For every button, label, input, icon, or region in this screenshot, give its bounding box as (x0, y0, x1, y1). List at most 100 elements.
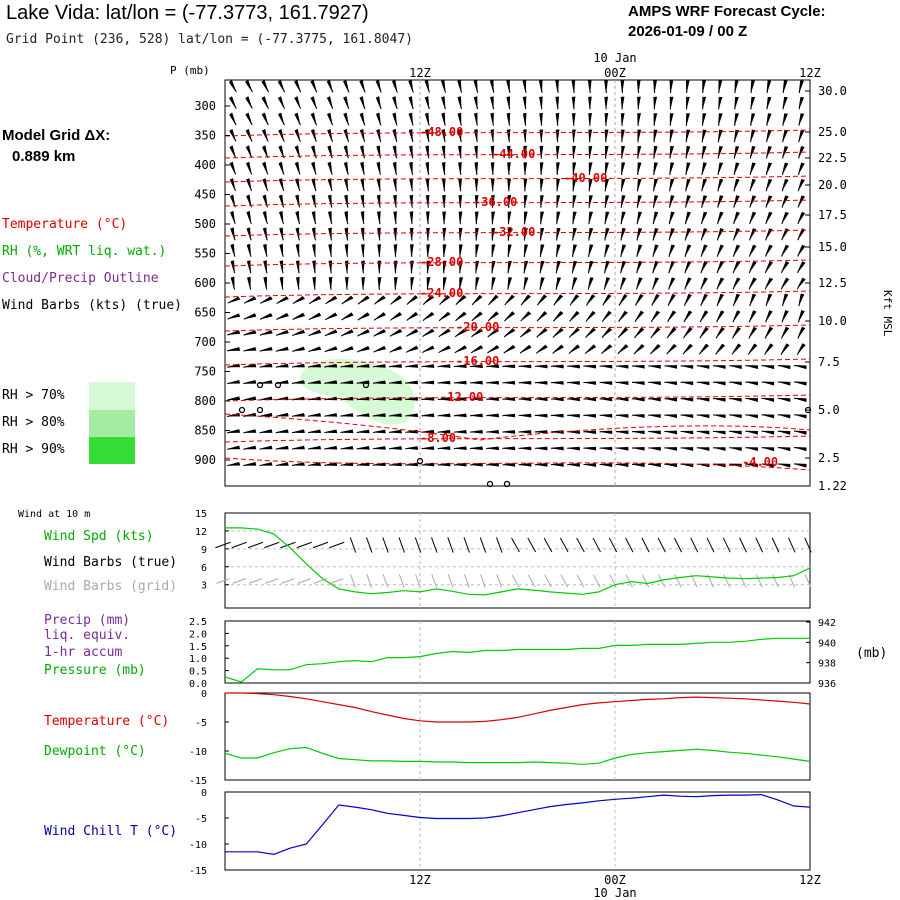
wind-barb (373, 312, 386, 321)
wind-barb (588, 145, 593, 159)
wind-barb (664, 365, 678, 369)
wind-barb (245, 161, 253, 175)
wind-barb (556, 228, 561, 241)
wind-barb (764, 326, 773, 339)
wind-barb-true (231, 541, 247, 549)
wind-barb (523, 195, 528, 208)
wind-barb-grid (625, 574, 633, 588)
wind-barb (502, 380, 516, 385)
legend-pressure: Pressure (mb) (44, 663, 146, 678)
wind-barb (361, 260, 365, 274)
height-tick-label: 7.5 (818, 355, 840, 369)
wind-barb (356, 396, 370, 401)
wind-barb (409, 211, 414, 225)
wind-barb (278, 211, 285, 225)
wind-barb (733, 211, 740, 225)
wind-barb (717, 211, 724, 225)
wind-barb (504, 311, 515, 322)
wind-barb-grid (739, 574, 747, 588)
wind-barb (486, 462, 500, 467)
wind-barb (683, 293, 692, 307)
wind-barb (405, 462, 419, 467)
wind-barb (583, 397, 597, 402)
wind-panel-frame (224, 512, 811, 609)
height-tick-label: 12.5 (818, 276, 847, 290)
wind-barb (523, 178, 528, 192)
wind-barb-true (479, 537, 487, 553)
wind-barb (324, 429, 338, 434)
cycle-label: AMPS WRF Forecast Cycle: (628, 3, 826, 20)
wind-barb (326, 96, 334, 110)
wind-barb (572, 178, 577, 192)
wind-barb (243, 396, 257, 401)
wind-barb (620, 178, 626, 192)
wind-barb (443, 277, 447, 290)
wind-barb (426, 227, 430, 241)
wind-barb-grid (641, 574, 650, 588)
wind-barb (502, 430, 516, 434)
wind-barb (343, 112, 350, 126)
wind-barb (294, 96, 302, 109)
wind-barb (408, 79, 414, 93)
wind-barb (599, 364, 613, 369)
wind-barb (781, 178, 789, 192)
wind-barb (648, 430, 661, 435)
wind-barb (376, 161, 382, 175)
wind-barb (781, 244, 790, 257)
wind-barb (702, 96, 706, 110)
wind-barb (491, 195, 495, 208)
wind-barb (294, 79, 302, 93)
wind-barb (615, 381, 629, 385)
wind-barb (534, 413, 548, 418)
wind-barb (700, 277, 708, 290)
cloud-marker (503, 480, 511, 488)
wind-barb (325, 295, 338, 305)
wind-barb (782, 129, 788, 143)
wind-barb (410, 277, 414, 290)
wind-barb (583, 430, 597, 435)
wind-barb (653, 162, 658, 176)
wind-barb (520, 311, 532, 322)
wind-barb (356, 413, 370, 417)
wind-barb (246, 211, 252, 224)
wind-barb (469, 364, 483, 369)
wind-barb (324, 363, 338, 368)
wind-barb (680, 447, 694, 451)
wind-barb (360, 227, 365, 241)
wind-barb-true (215, 541, 231, 549)
wind-barb (405, 413, 419, 418)
wind-barb (343, 145, 349, 159)
wind-barb (491, 277, 496, 290)
wind-barb (227, 296, 241, 304)
wind-barb (360, 194, 365, 208)
wind-barb (474, 178, 479, 192)
wind-barb (668, 244, 675, 257)
wind-barb (601, 310, 612, 322)
wind-barb (491, 244, 496, 258)
height-tick-label: 15.0 (818, 240, 847, 254)
wind-barb (361, 276, 365, 290)
wind-barb (588, 112, 592, 126)
wind-barb (664, 414, 678, 418)
wind-barb (311, 161, 317, 175)
wind-barb (539, 277, 545, 290)
wind-barb (652, 228, 659, 241)
wind-barb (359, 96, 366, 110)
wind-barb (243, 313, 257, 320)
wind-barb (733, 162, 740, 176)
wind-barb (457, 96, 463, 110)
wind-barb (406, 295, 418, 305)
wind-barb (631, 364, 645, 369)
wind-barb (780, 261, 790, 274)
wind-barb (701, 162, 707, 176)
wind-barb (259, 313, 273, 320)
wind-barb (389, 312, 402, 321)
wind-barb (393, 244, 398, 258)
isotherm (224, 151, 811, 159)
wind-barb (782, 80, 788, 94)
wind-barb (797, 310, 805, 323)
wind-barb (405, 429, 419, 434)
wind-barb (696, 447, 710, 451)
wind-barb (747, 343, 758, 355)
wind-barb (454, 328, 467, 338)
